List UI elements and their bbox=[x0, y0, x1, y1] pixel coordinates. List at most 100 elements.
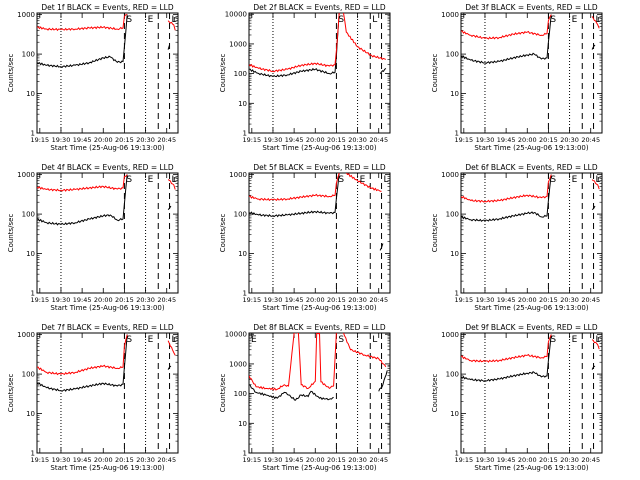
y-tick-label: 100 bbox=[446, 371, 459, 379]
panel-3: Det 3f BLACK = Events, RED = LLD Counts/s… bbox=[431, 3, 603, 152]
marker-annotation: E bbox=[360, 175, 366, 185]
x-tick-label: 20:00 bbox=[94, 296, 113, 304]
series-line-red bbox=[461, 334, 552, 363]
x-tick-label: 20:00 bbox=[518, 296, 537, 304]
x-tick-label: 19:45 bbox=[73, 136, 92, 144]
panel-title: Det 2f BLACK = Events, RED = LLD bbox=[253, 3, 386, 12]
x-tick-label: 20:15 bbox=[327, 456, 346, 464]
x-axis-label: Start Time (25-Aug-06 19:13:00) bbox=[474, 304, 588, 312]
y-axis-label: Counts/sec bbox=[219, 214, 227, 253]
y-tick-label: 1 bbox=[455, 290, 459, 298]
panel-title: Det 1f BLACK = Events, RED = LLD bbox=[41, 3, 174, 12]
x-tick-label: 20:15 bbox=[327, 296, 346, 304]
marker-annotation: L bbox=[596, 335, 601, 345]
series-line-black bbox=[461, 174, 552, 222]
marker-annotation: L bbox=[596, 15, 601, 25]
marker-annotation: L bbox=[596, 175, 601, 185]
marker-annotation: r bbox=[173, 15, 177, 25]
plot-frame bbox=[36, 172, 179, 294]
plot-frame bbox=[460, 172, 603, 294]
y-tick-label: 1000 bbox=[17, 11, 35, 19]
series-line-red bbox=[343, 333, 387, 368]
marker-annotation: r bbox=[597, 175, 601, 185]
y-tick-label: 10 bbox=[238, 100, 247, 108]
x-tick-label: 20:45 bbox=[157, 456, 176, 464]
x-tick-label: 19:45 bbox=[73, 296, 92, 304]
y-axis-label: Counts/sec bbox=[219, 54, 227, 93]
y-tick-label: 100 bbox=[446, 211, 459, 219]
marker-annotation: L bbox=[172, 175, 177, 185]
x-axis-label: Start Time (25-Aug-06 19:13:00) bbox=[262, 464, 376, 472]
x-tick-label: 20:15 bbox=[115, 296, 134, 304]
y-axis-label: Counts/sec bbox=[7, 374, 15, 413]
y-tick-label: 1 bbox=[455, 130, 459, 138]
series-line-red bbox=[461, 174, 552, 203]
x-tick-label: 20:30 bbox=[348, 136, 367, 144]
x-axis-label: Start Time (25-Aug-06 19:13:00) bbox=[474, 464, 588, 472]
y-tick-label: 1000 bbox=[17, 331, 35, 339]
marker-annotation: E bbox=[572, 335, 578, 345]
x-tick-label: 20:30 bbox=[560, 136, 579, 144]
y-tick-label: 10 bbox=[450, 250, 459, 258]
x-tick-label: 19:30 bbox=[52, 456, 71, 464]
y-tick-label: 10000 bbox=[225, 11, 247, 19]
y-tick-label: 10 bbox=[450, 410, 459, 418]
y-tick-label: 100 bbox=[446, 51, 459, 59]
marker-annotation: S bbox=[126, 335, 132, 345]
marker-annotation: r bbox=[597, 15, 601, 25]
plot-frame bbox=[36, 332, 179, 454]
y-tick-label: 1 bbox=[31, 450, 35, 458]
plot-frame bbox=[248, 332, 391, 454]
marker-annotation: r bbox=[597, 335, 601, 345]
x-tick-label: 19:15 bbox=[30, 296, 49, 304]
series-line-black bbox=[249, 173, 340, 218]
x-tick-label: 20:45 bbox=[581, 136, 600, 144]
y-tick-label: 100 bbox=[22, 211, 35, 219]
series-line-black bbox=[249, 13, 340, 78]
series-line-red bbox=[343, 13, 386, 61]
y-axis-label: Counts/sec bbox=[431, 54, 439, 93]
y-tick-label: 1 bbox=[31, 130, 35, 138]
panel-title: Det 5f BLACK = Events, RED = LLD bbox=[253, 163, 386, 172]
x-tick-label: 20:15 bbox=[539, 296, 558, 304]
series-line-red bbox=[591, 179, 600, 190]
plot-frame bbox=[460, 332, 603, 454]
series-line-red bbox=[591, 339, 600, 350]
x-tick-label: 19:30 bbox=[476, 456, 495, 464]
x-tick-label: 20:45 bbox=[157, 136, 176, 144]
y-axis-label: Counts/sec bbox=[7, 54, 15, 93]
x-tick-label: 20:30 bbox=[136, 296, 155, 304]
x-tick-label: 20:00 bbox=[306, 136, 325, 144]
x-tick-label: 19:15 bbox=[30, 136, 49, 144]
x-tick-label: 20:45 bbox=[369, 456, 388, 464]
y-tick-label: 1000 bbox=[229, 171, 247, 179]
marker-annotation: L bbox=[172, 15, 177, 25]
series-line-black bbox=[379, 68, 387, 74]
series-line-red bbox=[37, 14, 128, 32]
y-tick-label: 1000 bbox=[229, 40, 247, 48]
panel-title: Det 3f BLACK = Events, RED = LLD bbox=[465, 3, 598, 12]
y-tick-label: 1000 bbox=[229, 360, 247, 368]
x-tick-label: 19:45 bbox=[285, 456, 304, 464]
y-tick-label: 1 bbox=[243, 450, 247, 458]
y-tick-label: 1000 bbox=[441, 331, 459, 339]
y-tick-label: 100 bbox=[234, 390, 247, 398]
x-tick-label: 19:45 bbox=[285, 136, 304, 144]
y-tick-label: 1000 bbox=[441, 11, 459, 19]
x-tick-label: 19:45 bbox=[285, 296, 304, 304]
y-axis-label: Counts/sec bbox=[431, 374, 439, 413]
x-tick-label: 19:30 bbox=[264, 456, 283, 464]
x-tick-label: 20:00 bbox=[94, 456, 113, 464]
x-axis-label: Start Time (25-Aug-06 19:13:00) bbox=[262, 144, 376, 152]
series-line-red bbox=[249, 173, 340, 202]
x-tick-label: 19:15 bbox=[454, 456, 473, 464]
y-tick-label: 1 bbox=[455, 450, 459, 458]
y-tick-label: 1000 bbox=[17, 171, 35, 179]
x-tick-label: 19:15 bbox=[454, 136, 473, 144]
series-line-red bbox=[37, 174, 128, 192]
x-axis-label: Start Time (25-Aug-06 19:13:00) bbox=[50, 144, 164, 152]
series-line-red bbox=[37, 334, 128, 376]
x-axis-label: Start Time (25-Aug-06 19:13:00) bbox=[50, 464, 164, 472]
x-tick-label: 19:15 bbox=[242, 456, 261, 464]
